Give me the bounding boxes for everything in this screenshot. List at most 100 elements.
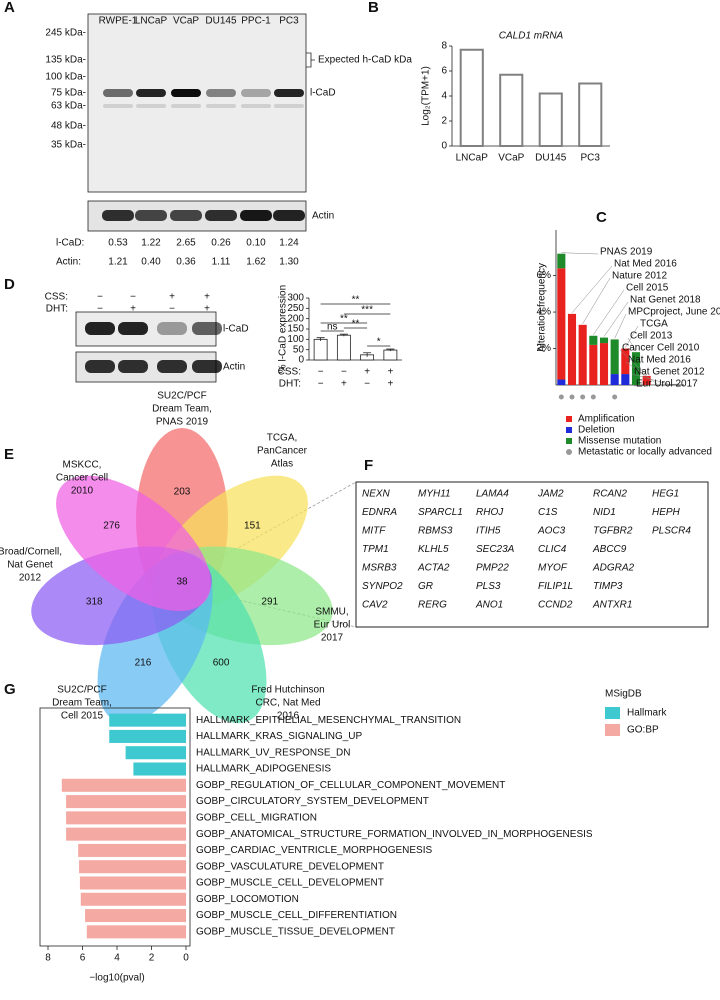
band-label: Actin: [312, 211, 334, 222]
gene: SEC23A: [476, 544, 515, 555]
category-label: GOBP_VASCULATURE_DEVELOPMENT: [196, 861, 384, 872]
gene: KLHL5: [418, 544, 449, 555]
y-tick-label: 2: [441, 116, 447, 127]
blot-band: [192, 322, 222, 335]
category-label: MPCproject, June 2021: [628, 307, 720, 318]
blot-band: [205, 210, 237, 221]
blot-band: [171, 89, 201, 97]
bar: [86, 925, 186, 939]
venn-label: Eur Urol: [314, 620, 351, 631]
category-label: HALLMARK_UV_RESPONSE_DN: [196, 747, 351, 758]
condition-sign: +: [387, 379, 393, 390]
gene: HEPH: [652, 507, 681, 518]
condition-sign: −: [364, 379, 370, 390]
bar-segment: [642, 375, 651, 385]
blot-band: [118, 360, 148, 373]
gene: HEG1: [652, 489, 679, 500]
blot-band: [85, 322, 115, 335]
bar: [66, 811, 186, 825]
bar: [79, 876, 186, 890]
condition-sign: +: [169, 292, 175, 303]
category-label: Nature 2012: [612, 271, 667, 282]
panel-label: A: [4, 0, 15, 16]
y-tick-label: 150: [287, 324, 304, 335]
venn-label: Dream Team,: [152, 404, 212, 415]
bar-segment: [589, 344, 598, 385]
legend-label: Missense mutation: [578, 436, 661, 447]
condition-sign: −: [341, 367, 347, 378]
bar-segment: [589, 335, 598, 345]
x-tick-label: 6: [80, 953, 86, 964]
bar: [578, 82, 603, 147]
category-label: GOBP_LOCOMOTION: [196, 894, 299, 905]
venn-label: Dream Team,: [52, 698, 112, 709]
legend-swatch: [566, 438, 572, 444]
blot-band: [157, 360, 187, 373]
panel-label: F: [364, 457, 373, 474]
bar: [85, 909, 186, 923]
venn-center-count: 38: [176, 577, 188, 588]
venn-label: Nat Genet: [7, 560, 53, 571]
category-label: Nat Med 2016: [628, 355, 691, 366]
band-label: Actin: [223, 362, 245, 373]
category-label: GOBP_MUSCLE_CELL_DIFFERENTIATION: [196, 910, 397, 921]
category-label: HALLMARK_KRAS_SIGNALING_UP: [196, 731, 363, 742]
leader-line: [593, 289, 625, 335]
category-label: Nat Genet 2012: [634, 367, 705, 378]
bar: [66, 827, 186, 841]
blot-band: [170, 210, 202, 221]
metastatic-dot: [612, 394, 618, 400]
leader-line: [603, 301, 629, 337]
y-tick-label: 0: [441, 141, 447, 152]
gene: FILIP1L: [538, 581, 573, 592]
venn-label: PNAS 2019: [156, 417, 209, 428]
x-tick-label: 4: [114, 953, 120, 964]
blot-band: [273, 210, 305, 221]
category-label: Nat Genet 2018: [630, 295, 701, 306]
leader-line: [625, 325, 639, 348]
gene: RHOJ: [476, 507, 504, 518]
venn-label: Cancer Cell: [56, 473, 108, 484]
y-tick-label: 100: [287, 334, 304, 345]
venn-count: 318: [86, 597, 103, 608]
quant-value: 0.53: [108, 238, 128, 249]
blot-band: [135, 210, 167, 221]
blot-band-faint: [241, 104, 271, 108]
leader-line: [631, 373, 669, 385]
significance: ns: [327, 322, 338, 333]
panel-label: C: [596, 209, 607, 226]
y-tick-label: 300: [287, 293, 304, 304]
error-bar: [363, 352, 372, 357]
y-tick-label: 6: [441, 66, 447, 77]
bar-segment: [621, 348, 630, 375]
bar-segment: [567, 313, 577, 385]
quant-value: 1.62: [246, 257, 266, 268]
venn-label: Atlas: [271, 459, 293, 470]
lane-label: PC3: [279, 16, 299, 27]
condition-sign: −: [130, 292, 136, 303]
significance: **: [352, 319, 360, 330]
venn-label: 2012: [19, 573, 42, 584]
condition-sign: −: [97, 292, 103, 303]
condition-sign: −: [169, 304, 175, 315]
panel-label: G: [4, 681, 16, 698]
venn-label: 2017: [321, 633, 344, 644]
band-label: l-CaD: [223, 324, 249, 335]
venn-petal: [56, 475, 211, 612]
leader-line: [571, 265, 613, 314]
blot-band-faint: [103, 104, 133, 108]
x-tick-label: PC3: [581, 153, 601, 164]
lane-label: VCaP: [173, 16, 199, 27]
venn-count: 151: [244, 521, 261, 532]
gene: CCND2: [538, 600, 573, 611]
blot-frame: [87, 13, 307, 193]
marker-label: 63 kDa-: [51, 101, 86, 112]
gene: CLIC4: [538, 544, 567, 555]
y-tick-label: 200: [287, 313, 304, 324]
category-label: Cell 2015: [626, 283, 669, 294]
legend-swatch: [605, 724, 620, 736]
venn-count: 600: [213, 658, 230, 669]
gene: RCAN2: [593, 489, 627, 500]
x-tick-label: 0: [183, 953, 189, 964]
